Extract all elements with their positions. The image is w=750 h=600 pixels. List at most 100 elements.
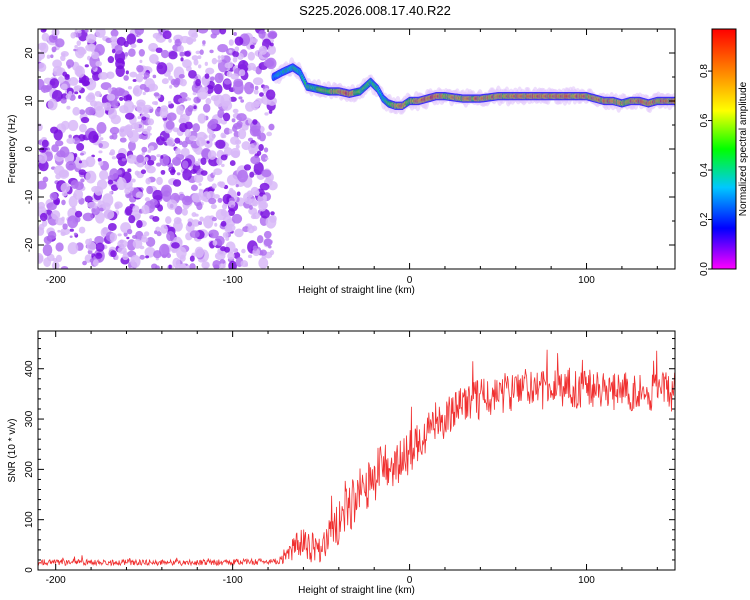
- noise-blob: [193, 96, 201, 104]
- noise-blob: [118, 126, 128, 138]
- noise-blob: [68, 195, 78, 208]
- noise-blob: [88, 79, 93, 82]
- noise-blob: [252, 77, 264, 86]
- noise-blob: [127, 85, 133, 90]
- noise-blob: [55, 38, 65, 48]
- noise-blob: [256, 235, 264, 244]
- noise-blob: [217, 55, 221, 60]
- noise-blob: [224, 223, 236, 232]
- noise-blob: [42, 219, 48, 227]
- noise-blob: [148, 155, 157, 162]
- noise-blob: [55, 140, 64, 147]
- noise-blob: [270, 211, 275, 216]
- noise-blob: [139, 254, 145, 260]
- noise-blob: [232, 56, 238, 63]
- noise-blob: [181, 208, 188, 216]
- noise-blob: [85, 170, 97, 184]
- noise-blob: [247, 51, 255, 61]
- noise-blob: [51, 144, 59, 153]
- noise-blob: [152, 216, 160, 222]
- top-x-tick-label: 100: [578, 275, 595, 286]
- noise-blob: [135, 73, 144, 83]
- noise-blob: [114, 201, 123, 209]
- noise-blob: [57, 229, 61, 233]
- noise-blob: [258, 132, 266, 142]
- noise-blob: [128, 215, 136, 224]
- noise-blob: [268, 245, 272, 249]
- noise-blob: [141, 235, 147, 240]
- noise-blob: [110, 35, 118, 43]
- noise-blob: [150, 48, 155, 52]
- noise-blob: [253, 89, 259, 95]
- noise-blob: [42, 29, 47, 32]
- noise-blob: [219, 259, 226, 265]
- noise-blob: [258, 30, 266, 39]
- noise-blob: [195, 50, 201, 55]
- noise-blob: [73, 232, 78, 236]
- noise-blob: [99, 207, 104, 212]
- noise-blob: [66, 137, 76, 144]
- noise-blob: [269, 214, 277, 223]
- noise-blob: [117, 233, 122, 237]
- noise-blob: [173, 220, 183, 232]
- noise-blob: [106, 71, 115, 80]
- noise-blob: [224, 246, 231, 253]
- noise-blob: [184, 129, 192, 138]
- noise-blob: [98, 160, 104, 166]
- noise-blob: [121, 158, 127, 162]
- noise-blob: [191, 55, 199, 61]
- colorbar-tick-label: 0.0: [699, 262, 710, 276]
- noise-blob: [199, 216, 204, 222]
- noise-blob: [124, 206, 133, 216]
- noise-blob: [50, 54, 54, 59]
- noise-blob: [123, 75, 129, 81]
- noise-blob: [253, 161, 264, 175]
- noise-blob: [74, 29, 78, 33]
- noise-blob: [85, 44, 96, 52]
- noise-blob: [230, 191, 237, 198]
- noise-blob: [132, 79, 137, 82]
- noise-blob: [174, 77, 181, 86]
- noise-blob: [61, 191, 68, 197]
- noise-blob: [109, 191, 113, 194]
- noise-blob: [233, 251, 241, 259]
- noise-blob: [187, 105, 194, 113]
- noise-blob: [193, 105, 197, 110]
- noise-blob: [214, 222, 218, 227]
- noise-blob: [87, 201, 97, 209]
- noise-blob: [38, 227, 45, 236]
- noise-blob: [252, 119, 258, 125]
- noise-blob: [159, 243, 170, 258]
- noise-blob: [84, 29, 89, 33]
- noise-blob: [264, 112, 269, 116]
- noise-blob: [84, 64, 89, 68]
- noise-blob: [249, 205, 253, 210]
- noise-blob: [187, 221, 193, 227]
- noise-blob: [82, 260, 87, 266]
- noise-blob: [160, 224, 168, 234]
- noise-blob: [229, 160, 236, 167]
- noise-blob: [73, 153, 78, 158]
- noise-blob: [191, 212, 197, 217]
- noise-blob: [210, 204, 217, 210]
- noise-blob: [248, 149, 255, 155]
- noise-blob: [155, 47, 163, 54]
- noise-blob: [132, 238, 143, 249]
- noise-blob: [61, 120, 70, 131]
- noise-blob: [228, 49, 233, 54]
- noise-blob: [174, 147, 181, 156]
- noise-blob: [237, 128, 247, 140]
- noise-blob: [168, 103, 175, 109]
- noise-blob: [179, 35, 191, 44]
- noise-blob: [74, 44, 78, 49]
- noise-blob: [110, 114, 121, 125]
- noise-blob: [160, 49, 169, 59]
- noise-blob: [202, 43, 206, 47]
- snr-x-tick-label: 100: [578, 575, 595, 586]
- noise-blob: [41, 139, 49, 148]
- noise-blob: [99, 137, 104, 141]
- noise-blob: [252, 212, 261, 220]
- noise-blob: [107, 222, 117, 231]
- noise-blob: [80, 178, 85, 183]
- noise-blob: [109, 149, 116, 156]
